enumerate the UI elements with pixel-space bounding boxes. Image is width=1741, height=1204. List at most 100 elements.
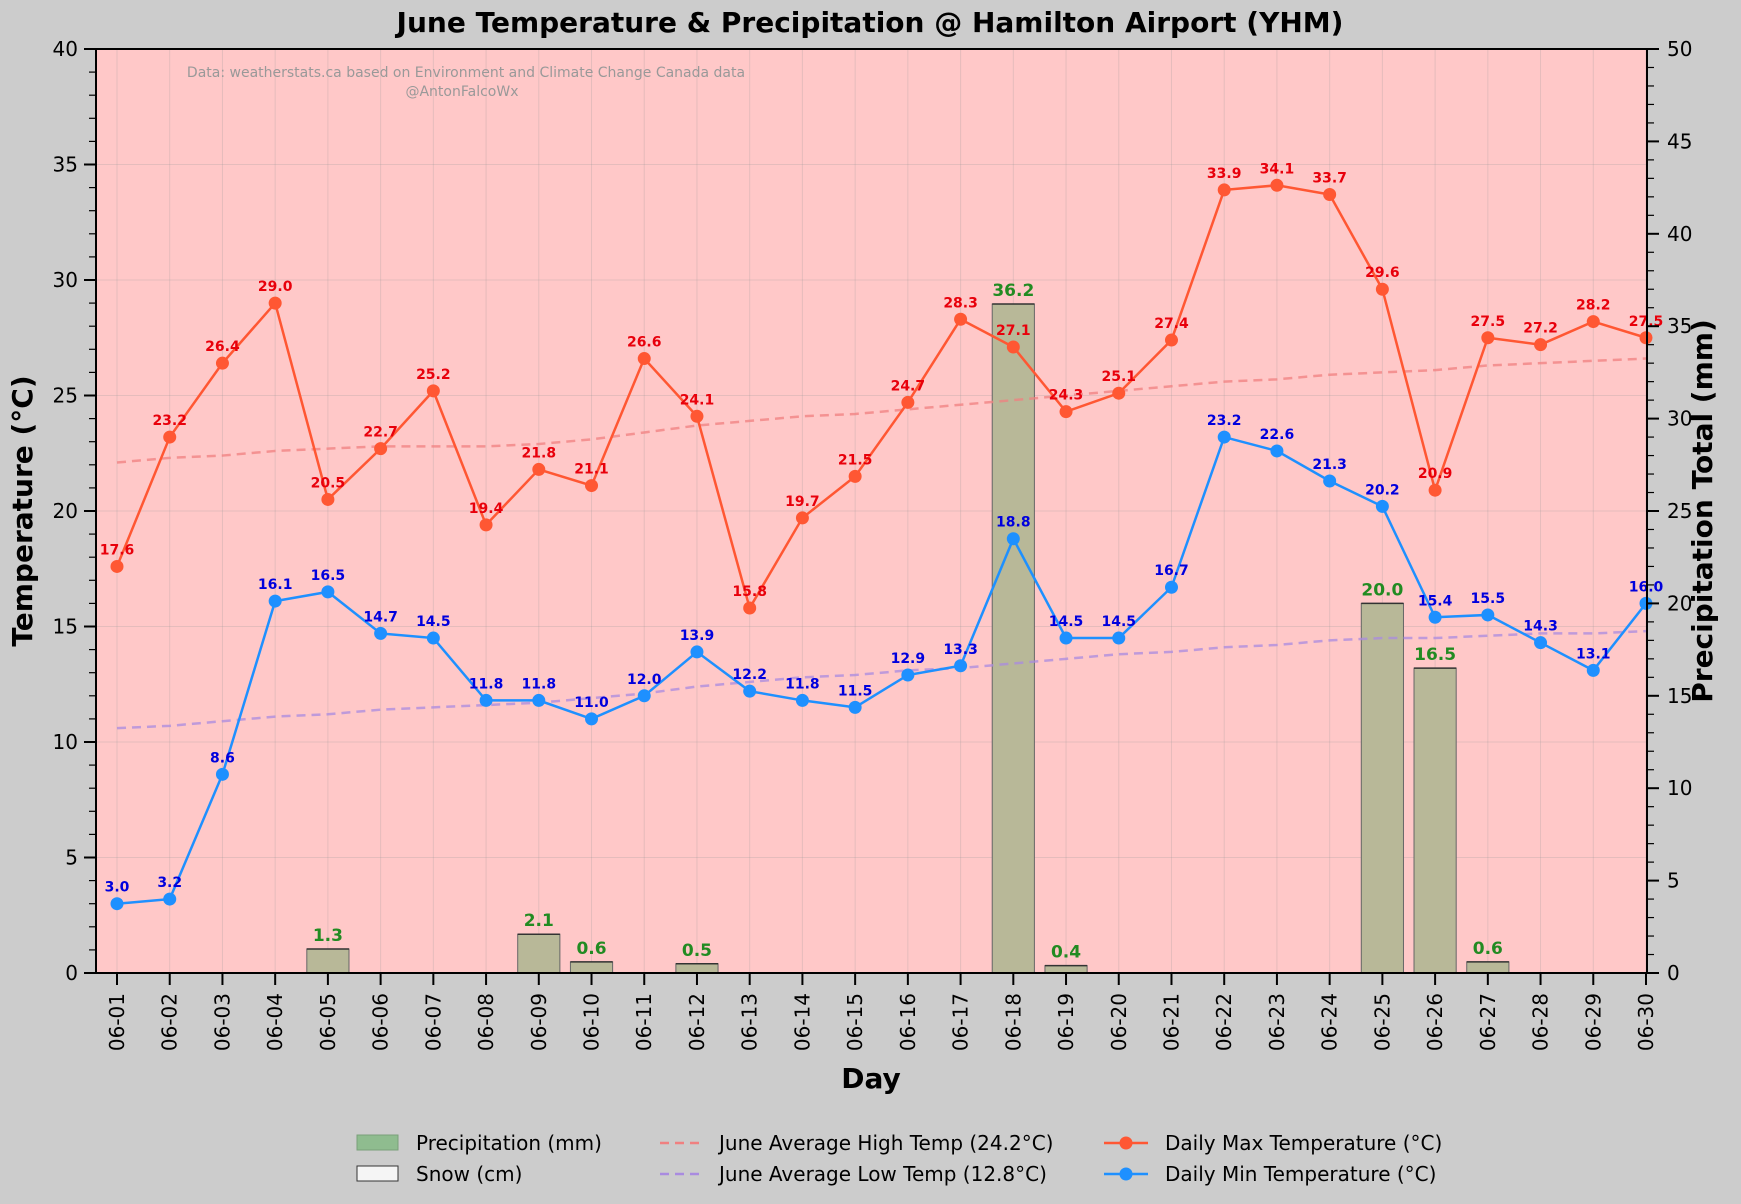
max-temp-point — [1059, 405, 1073, 419]
max-temp-point — [795, 511, 809, 525]
precip-data-label: 36.2 — [992, 281, 1034, 301]
min-temp-data-label: 11.0 — [574, 695, 609, 711]
min-temp-point — [321, 585, 335, 599]
min-temp-point — [268, 594, 282, 608]
y-right-tick-label: 40 — [1667, 222, 1692, 246]
precip-bar — [1044, 965, 1088, 974]
y-left-tick-label: 30 — [53, 268, 78, 292]
max-temp-point — [426, 384, 440, 398]
min-temp-data-label: 14.7 — [363, 609, 398, 625]
max-temp-point — [1217, 183, 1231, 197]
x-tick-label: 06-02 — [158, 993, 182, 1051]
precip-bar — [1360, 602, 1404, 974]
x-tick-label: 06-03 — [210, 993, 234, 1051]
min-temp-data-label: 11.5 — [838, 683, 873, 699]
y-right-tick-label: 15 — [1667, 684, 1692, 708]
min-temp-point — [1270, 444, 1284, 458]
max-temp-data-label: 28.2 — [1576, 298, 1611, 314]
max-temp-point — [215, 356, 229, 370]
precip-bar — [991, 303, 1035, 974]
min-temp-point — [1164, 580, 1178, 594]
max-temp-point — [110, 559, 124, 573]
min-temp-point — [1481, 608, 1495, 622]
y-right-tick-label: 10 — [1667, 776, 1692, 800]
min-temp-data-label: 12.0 — [627, 672, 662, 688]
min-temp-point — [1534, 636, 1548, 650]
min-temp-data-label: 14.3 — [1523, 619, 1558, 635]
x-tick-label: 06-06 — [369, 993, 393, 1051]
min-temp-data-label: 18.8 — [996, 515, 1031, 531]
credit-line-1: Data: weatherstats.ca based on Environme… — [187, 65, 745, 81]
x-tick-label: 06-07 — [421, 993, 445, 1051]
y-right-tick-label: 25 — [1667, 499, 1692, 523]
x-tick-label: 06-17 — [949, 993, 973, 1051]
max-temp-data-label: 22.7 — [363, 425, 398, 441]
max-temp-data-label: 29.0 — [258, 279, 293, 295]
max-temp-data-label: 27.5 — [1471, 314, 1506, 330]
max-temp-point — [1428, 483, 1442, 497]
y-right-tick-label: 0 — [1667, 961, 1680, 985]
max-temp-point — [637, 352, 651, 366]
max-temp-point — [1323, 188, 1337, 202]
precip-bar — [517, 933, 561, 974]
max-temp-data-label: 24.7 — [891, 378, 926, 394]
legend-swatch — [356, 1134, 399, 1151]
max-temp-point — [163, 430, 177, 444]
x-tick-label: 06-29 — [1581, 993, 1605, 1051]
max-temp-point — [268, 296, 282, 310]
y-left-tick-label: 40 — [53, 37, 78, 61]
max-temp-data-label: 33.7 — [1312, 171, 1347, 187]
max-temp-data-label: 34.1 — [1260, 161, 1295, 177]
precip-bar — [1413, 667, 1457, 974]
precip-data-label: 20.0 — [1361, 580, 1403, 600]
max-temp-data-label: 17.6 — [100, 542, 135, 558]
max-temp-point — [901, 395, 915, 409]
y-left-tick-label: 25 — [53, 384, 78, 408]
min-temp-data-label: 14.5 — [416, 614, 451, 630]
max-temp-data-label: 28.3 — [943, 295, 978, 311]
x-tick-label: 06-04 — [263, 993, 287, 1051]
precip-data-label: 1.3 — [313, 926, 343, 946]
x-tick-label: 06-08 — [474, 993, 498, 1051]
x-tick-label: 06-15 — [843, 993, 867, 1051]
min-temp-point — [954, 659, 968, 673]
y-right-tick-label: 45 — [1667, 129, 1692, 153]
precip-data-label: 0.6 — [1473, 939, 1503, 959]
precip-bar — [675, 963, 719, 974]
x-tick-label: 06-30 — [1634, 993, 1658, 1051]
min-temp-data-label: 20.2 — [1365, 482, 1400, 498]
max-temp-line — [115, 184, 1647, 612]
precip-bar — [569, 961, 614, 974]
min-temp-point — [1323, 474, 1337, 488]
min-temp-data-label: 15.4 — [1418, 593, 1453, 609]
max-temp-point — [1586, 315, 1600, 329]
legend-label: Precipitation (mm) — [416, 1131, 602, 1155]
min-temp-point — [1112, 631, 1126, 645]
max-temp-point — [1534, 338, 1548, 352]
y-right-tick-label: 50 — [1667, 37, 1692, 61]
precip-data-label: 0.5 — [682, 941, 712, 961]
max-temp-data-label: 15.8 — [732, 584, 767, 600]
min-temp-data-label: 21.3 — [1312, 457, 1347, 473]
x-tick-label: 06-26 — [1423, 993, 1447, 1051]
max-temp-data-label: 27.1 — [996, 323, 1031, 339]
y-right-tick-label: 30 — [1667, 407, 1692, 431]
data-labels: 1.3 2.1 0.6 0.5 36.2 0.4 20.0 16.5 0.6 17.6 23.2 26… — [100, 161, 1664, 962]
legend-label: June Average High Temp (24.2°C) — [717, 1131, 1053, 1155]
precip-data-label: 0.6 — [576, 939, 606, 959]
x-tick-label: 06-24 — [1318, 993, 1342, 1051]
min-temp-point — [1375, 499, 1389, 513]
x-tick-label: 06-22 — [1212, 993, 1236, 1051]
min-temp-data-label: 14.5 — [1101, 614, 1136, 630]
max-temp-point — [1375, 282, 1389, 296]
min-temp-point — [1428, 610, 1442, 624]
x-tick-label: 06-25 — [1370, 993, 1394, 1051]
min-temp-point — [532, 693, 546, 707]
max-temp-data-label: 21.5 — [838, 452, 873, 468]
max-temp-data-label: 19.7 — [785, 494, 820, 510]
average-lines — [116, 357, 1647, 730]
precipitation-bars — [306, 303, 1510, 974]
max-temp-point — [585, 479, 599, 493]
precip-bar — [306, 948, 350, 974]
